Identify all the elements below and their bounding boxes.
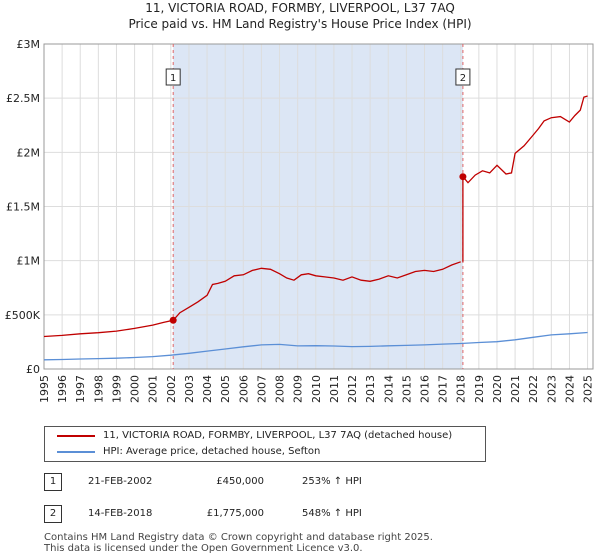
chart-title: 11, VICTORIA ROAD, FORMBY, LIVERPOOL, L3…	[0, 0, 600, 32]
plot-frame	[43, 43, 594, 370]
x-tick-label: 2020	[491, 375, 504, 403]
legend-swatch-hpi	[57, 451, 95, 453]
x-tick-label: 2014	[382, 375, 395, 403]
property-price-line-1	[43, 261, 461, 338]
y-tick-label: £0	[26, 363, 40, 376]
legend-swatch-property	[57, 435, 95, 437]
title-line-2: Price paid vs. HM Land Registry's House …	[128, 17, 472, 31]
x-tick-label: 2006	[237, 375, 250, 403]
transaction-hpi-change: 253% ↑ HPI	[302, 476, 362, 487]
title-line-1: 11, VICTORIA ROAD, FORMBY, LIVERPOOL, L3…	[145, 1, 455, 15]
y-tick-label: £500K	[5, 309, 41, 322]
x-tick-label: 2019	[473, 375, 486, 403]
x-tick-label: 2013	[364, 375, 377, 403]
x-tick-label: 2001	[147, 375, 160, 403]
y-tick-label: £2M	[17, 146, 41, 159]
x-tick-label: 2007	[255, 375, 268, 403]
x-tick-label: 2002	[165, 375, 178, 403]
y-tick-label: £1M	[17, 255, 41, 268]
x-tick-label: 1996	[56, 375, 69, 403]
legend-label-hpi: HPI: Average price, detached house, Seft…	[103, 446, 321, 457]
y-tick-label: £1.5M	[6, 201, 40, 214]
legend-label-property: 11, VICTORIA ROAD, FORMBY, LIVERPOOL, L3…	[103, 430, 453, 441]
x-tick-label: 2018	[455, 375, 468, 403]
transaction-label: 2	[460, 73, 466, 84]
x-tick-label: 2010	[310, 375, 323, 403]
price-chart: £0 £500K £1M £1.5M £2M £2.5M £3M 1995 1996 1997 19…	[5, 38, 595, 403]
x-tick-label: 2004	[201, 375, 214, 403]
transaction-price: £1,775,000	[206, 508, 264, 519]
transaction-label: 1	[170, 73, 176, 84]
transaction-point	[169, 316, 177, 324]
x-tick-label: 2000	[129, 375, 142, 403]
transaction-number: 1	[44, 473, 62, 491]
transaction-label-box	[455, 68, 471, 86]
x-tick-label: 1998	[92, 375, 105, 403]
x-tick-label: 2012	[346, 375, 359, 403]
x-tick-label: 2025	[582, 375, 595, 403]
x-tick-label: 2015	[400, 375, 413, 403]
hpi-line	[43, 331, 588, 361]
property-price-line-2	[462, 95, 588, 184]
x-tick-label: 2003	[183, 375, 196, 403]
footer-copyright: Contains HM Land Registry data © Crown c…	[44, 532, 433, 543]
transaction-number: 2	[44, 505, 62, 523]
legend: 11, VICTORIA ROAD, FORMBY, LIVERPOOL, L3…	[44, 426, 486, 462]
x-tick-label: 2011	[328, 375, 341, 403]
y-tick-label: £2.5M	[6, 92, 40, 105]
x-tick-label: 2008	[274, 375, 287, 403]
x-tick-label: 1997	[74, 375, 87, 403]
footer-licence: This data is licensed under the Open Gov…	[44, 543, 363, 554]
transaction-price: £450,000	[216, 476, 264, 487]
x-tick-label: 2016	[418, 375, 431, 403]
x-tick-label: 2017	[437, 375, 450, 403]
x-tick-label: 2024	[563, 375, 576, 403]
transaction-date: 21-FEB-2002	[88, 476, 153, 487]
y-tick-label: £3M	[17, 38, 41, 51]
x-tick-label: 2021	[509, 375, 522, 403]
x-tick-label: 1995	[38, 375, 51, 403]
footer: Contains HM Land Registry data © Crown c…	[44, 532, 433, 554]
x-tick-label: 2005	[219, 375, 232, 403]
x-tick-label: 2023	[545, 375, 558, 403]
x-tick-label: 1999	[110, 375, 123, 403]
transaction-date: 14-FEB-2018	[88, 508, 153, 519]
x-tick-label: 2009	[292, 375, 305, 403]
transaction-hpi-change: 548% ↑ HPI	[302, 508, 362, 519]
transaction-label-box	[165, 68, 181, 86]
x-tick-label: 2022	[527, 375, 540, 403]
transaction-point	[459, 173, 467, 181]
